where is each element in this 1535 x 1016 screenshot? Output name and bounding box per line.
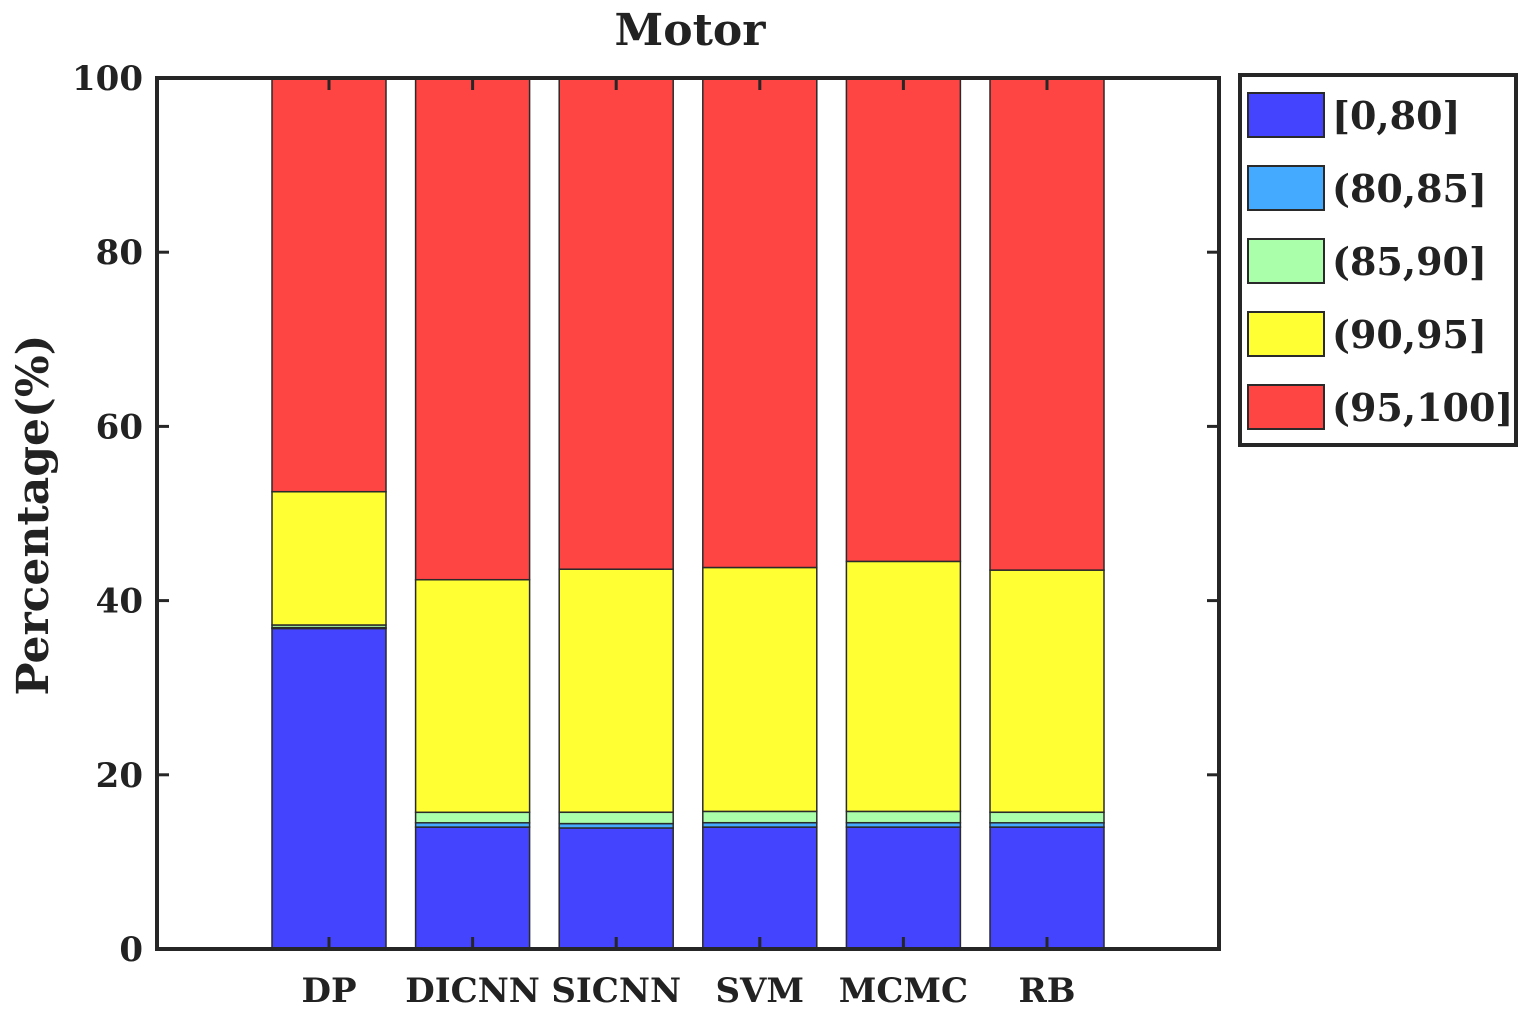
- bar-segment-rb-series-4: [989, 77, 1105, 571]
- y-tick-label: 100: [72, 59, 143, 99]
- chart-title: Motor: [615, 5, 767, 56]
- bar-segment-dp-series-3: [271, 490, 387, 626]
- x-tick-label-rb: RB: [1019, 971, 1076, 1011]
- y-tick-label: 60: [96, 407, 143, 447]
- bar-segment-sicnn-series-4: [558, 77, 674, 570]
- bar-segment-mcmc-series-0: [845, 826, 962, 950]
- bar-segment-dicnn-series-2: [414, 811, 531, 824]
- bar-segment-svm-series-3: [702, 566, 818, 813]
- legend-swatch-4: [1247, 384, 1325, 430]
- y-axis-label: Percentage(%): [8, 335, 59, 696]
- legend-label-1: (80,85]: [1332, 166, 1487, 211]
- y-tick-label: 0: [119, 930, 143, 970]
- legend: [0,80] (80,85] (85,90] (90,95] (95,100]: [1238, 73, 1518, 447]
- x-tick-label-mcmc: MCMC: [839, 971, 968, 1011]
- legend-swatch-3: [1247, 311, 1325, 357]
- bar-segment-sicnn-series-0: [558, 827, 674, 950]
- bar-segment-mcmc-series-3: [845, 560, 962, 813]
- bar-segment-dicnn-series-4: [414, 77, 531, 581]
- legend-label-4: (95,100]: [1332, 385, 1513, 430]
- legend-swatch-1: [1247, 165, 1325, 211]
- bars-group: [271, 77, 1105, 950]
- plot-frame: [155, 76, 1221, 951]
- x-tick-label-sicnn: SICNN: [551, 971, 681, 1011]
- bar-segment-rb-series-0: [989, 826, 1105, 950]
- y-tick-label: 80: [96, 233, 143, 273]
- legend-swatch-0: [1247, 92, 1325, 138]
- legend-label-3: (90,95]: [1332, 312, 1487, 357]
- x-tick-label-dicnn: DICNN: [405, 971, 540, 1011]
- bar-segment-svm-series-2: [702, 810, 818, 824]
- bar-segment-dicnn-series-0: [414, 826, 531, 950]
- bar-segment-rb-series-3: [989, 569, 1105, 813]
- legend-swatch-2: [1247, 238, 1325, 284]
- bar-segment-dp-series-4: [271, 77, 387, 493]
- bar-segment-sicnn-series-3: [558, 568, 674, 813]
- bar-segment-svm-series-4: [702, 77, 818, 569]
- bar-segment-rb-series-2: [989, 811, 1105, 824]
- bar-segment-svm-series-0: [702, 826, 818, 950]
- x-tick-label-svm: SVM: [716, 971, 805, 1011]
- y-tick-label: 40: [96, 582, 143, 622]
- category-labels-group: DP DICNN SICNN SVM MCMC RB: [301, 971, 1075, 1011]
- legend-label-2: (85,90]: [1332, 239, 1487, 284]
- bar-segment-mcmc-series-2: [845, 810, 962, 824]
- x-tick-label-dp: DP: [301, 971, 356, 1011]
- bar-segment-dicnn-series-3: [414, 578, 531, 814]
- legend-label-0: [0,80]: [1332, 93, 1461, 138]
- bar-segment-mcmc-series-4: [845, 77, 962, 563]
- bar-segment-sicnn-series-2: [558, 811, 674, 825]
- bar-segment-dp-series-0: [271, 627, 387, 950]
- y-tick-label: 20: [96, 756, 143, 796]
